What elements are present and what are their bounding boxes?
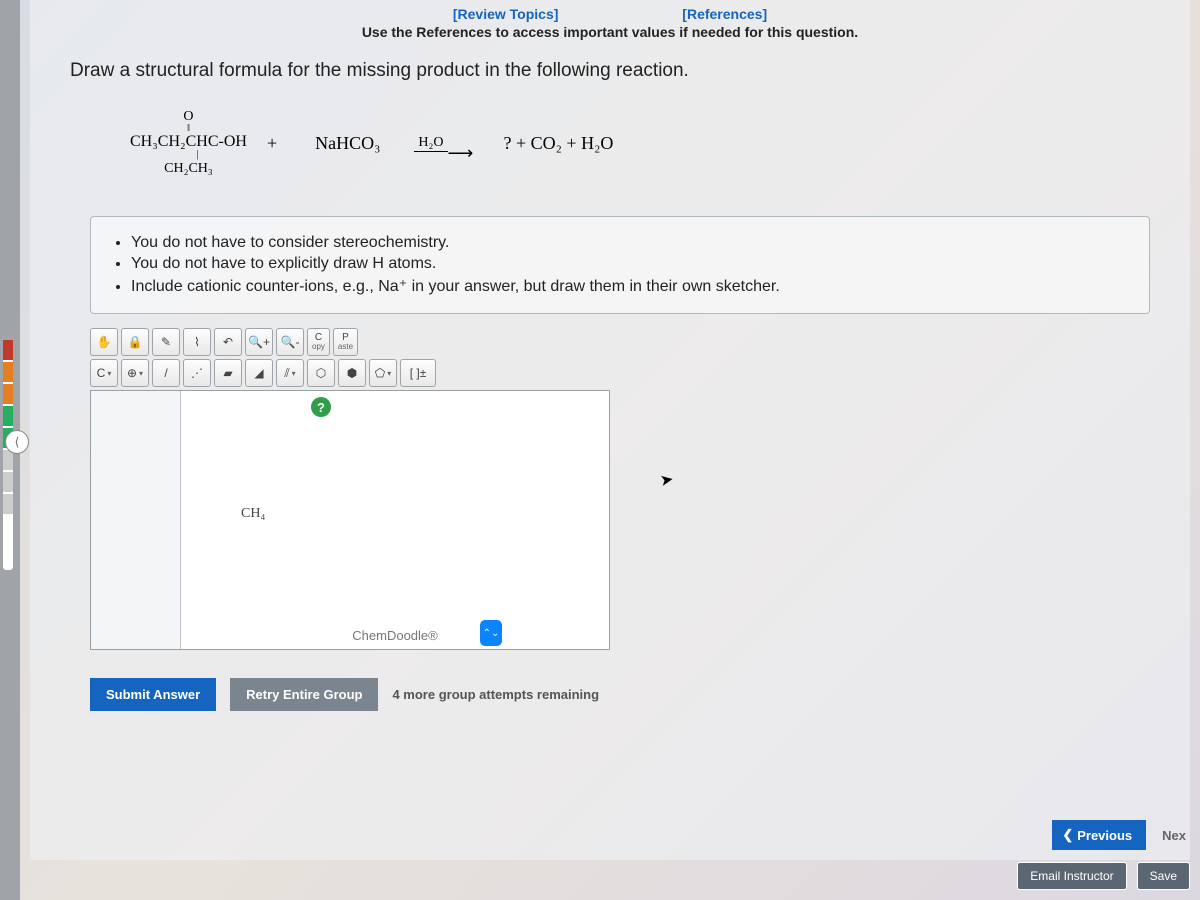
question-text: Draw a structural formula for the missin… (30, 50, 1190, 100)
pentagon-tool[interactable]: ⬠ (369, 359, 397, 387)
progress-seg (3, 384, 13, 404)
drawing-canvas[interactable]: ? CH₄ ChemDoodle® (90, 390, 610, 650)
hand-tool[interactable]: ✋ (90, 328, 118, 356)
undo-tool[interactable]: ↶ (214, 328, 242, 356)
top-links: [Review Topics] [References] (30, 0, 1190, 24)
util-row: Email Instructor Save (1017, 862, 1190, 890)
plus-sign: + (267, 133, 277, 154)
attempts-remaining: 4 more group attempts remaining (392, 687, 599, 702)
charge-tool[interactable]: [ ]± (400, 359, 436, 387)
references-link[interactable]: [References] (682, 6, 767, 22)
arrow-condition: H₂O (414, 135, 447, 152)
submit-answer-button[interactable]: Submit Answer (90, 678, 216, 711)
hexagon-tool[interactable]: ⬡ (307, 359, 335, 387)
nav-row: ❮ Previous Nex (1052, 820, 1190, 850)
pencil-tool[interactable]: ✎ (152, 328, 180, 356)
ch4-label: CH₄ (241, 506, 265, 522)
chemdoodle-brand: ChemDoodle® (352, 628, 437, 643)
review-topics-link[interactable]: [Review Topics] (453, 6, 559, 22)
progress-seg (3, 406, 13, 426)
reactant-1-mid: CH₃CH₂CHC-OH (130, 134, 247, 150)
benzene-tool[interactable]: ⬢ (338, 359, 366, 387)
reaction-equation: O ‖ CH₃CH₂CHC-OH | CH₂CH₃ + NaHCO₃ H₂O ⟶… (30, 100, 1190, 206)
content-area: [Review Topics] [References] Use the Ref… (30, 0, 1190, 860)
paste-tool[interactable]: Paste (333, 328, 358, 356)
toolbar-row-1: ✋ 🔒 ✎ ⌇ ↶ 🔍+ 🔍- Copy Paste (90, 328, 610, 356)
progress-seg (3, 494, 13, 514)
reaction-arrow: H₂O ⟶ (414, 135, 447, 152)
email-instructor-button[interactable]: Email Instructor (1017, 862, 1126, 890)
next-button[interactable]: Nex (1158, 821, 1190, 850)
progress-bar (3, 340, 13, 570)
action-row: Submit Answer Retry Entire Group 4 more … (90, 678, 1190, 711)
chevron-left-icon: ❮ (1062, 827, 1073, 843)
dotted-bond-tool[interactable]: ⋰ (183, 359, 211, 387)
element-panel[interactable] (91, 391, 181, 649)
reagent: NaHCO₃ (315, 133, 380, 154)
lock-tool[interactable]: 🔒 (121, 328, 149, 356)
instructions-box: You do not have to consider stereochemis… (90, 216, 1150, 314)
element-picker[interactable]: C (90, 359, 118, 387)
toolbar-row-2: C ⊕ / ⋰ ▰ ◢ ⫽ ⬡ ⬢ ⬠ [ ]± (90, 359, 610, 387)
reactant-1-top: O (130, 110, 247, 124)
progress-seg (3, 362, 13, 382)
wedge-bond-tool[interactable]: ◢ (245, 359, 273, 387)
save-button[interactable]: Save (1137, 862, 1190, 890)
zoom-in-tool[interactable]: 🔍+ (245, 328, 273, 356)
copy-tool[interactable]: Copy (307, 328, 330, 356)
footer: ❮ Previous Nex Email Instructor Save (30, 820, 1200, 900)
instruction-item: You do not have to consider stereochemis… (131, 234, 1131, 252)
ring-picker[interactable]: ⊕ (121, 359, 149, 387)
previous-button[interactable]: ❮ Previous (1052, 820, 1146, 850)
sketcher-stepper[interactable]: ⌃⌄ (480, 620, 502, 646)
arrow-icon: ⟶ (448, 143, 474, 164)
instruction-item: Include cationic counter-ions, e.g., Na⁺… (131, 276, 1131, 296)
bold-bond-tool[interactable]: ▰ (214, 359, 242, 387)
reactant-1-bot: CH₂CH₃ (130, 162, 247, 176)
instruction-item: You do not have to explicitly draw H ato… (131, 255, 1131, 273)
progress-seg (3, 340, 13, 360)
hint-text: Use the References to access important v… (30, 24, 1190, 50)
draw-area[interactable]: ? CH₄ ChemDoodle® (181, 391, 609, 649)
products: ? + CO₂ + H₂O (504, 133, 614, 154)
molecule-sketcher: ✋ 🔒 ✎ ⌇ ↶ 🔍+ 🔍- Copy Paste C ⊕ / ⋰ ▰ ◢ ⫽… (90, 328, 610, 650)
progress-seg (3, 472, 13, 492)
single-bond-tool[interactable]: / (152, 359, 180, 387)
reactant-1: O ‖ CH₃CH₂CHC-OH | CH₂CH₃ (130, 110, 247, 176)
dash-bond-tool[interactable]: ⫽ (276, 359, 304, 387)
sidebar-expand-button[interactable]: ⟨ (5, 430, 29, 454)
zoom-out-tool[interactable]: 🔍- (276, 328, 304, 356)
help-button[interactable]: ? (311, 397, 331, 417)
lasso-tool[interactable]: ⌇ (183, 328, 211, 356)
retry-group-button[interactable]: Retry Entire Group (230, 678, 378, 711)
